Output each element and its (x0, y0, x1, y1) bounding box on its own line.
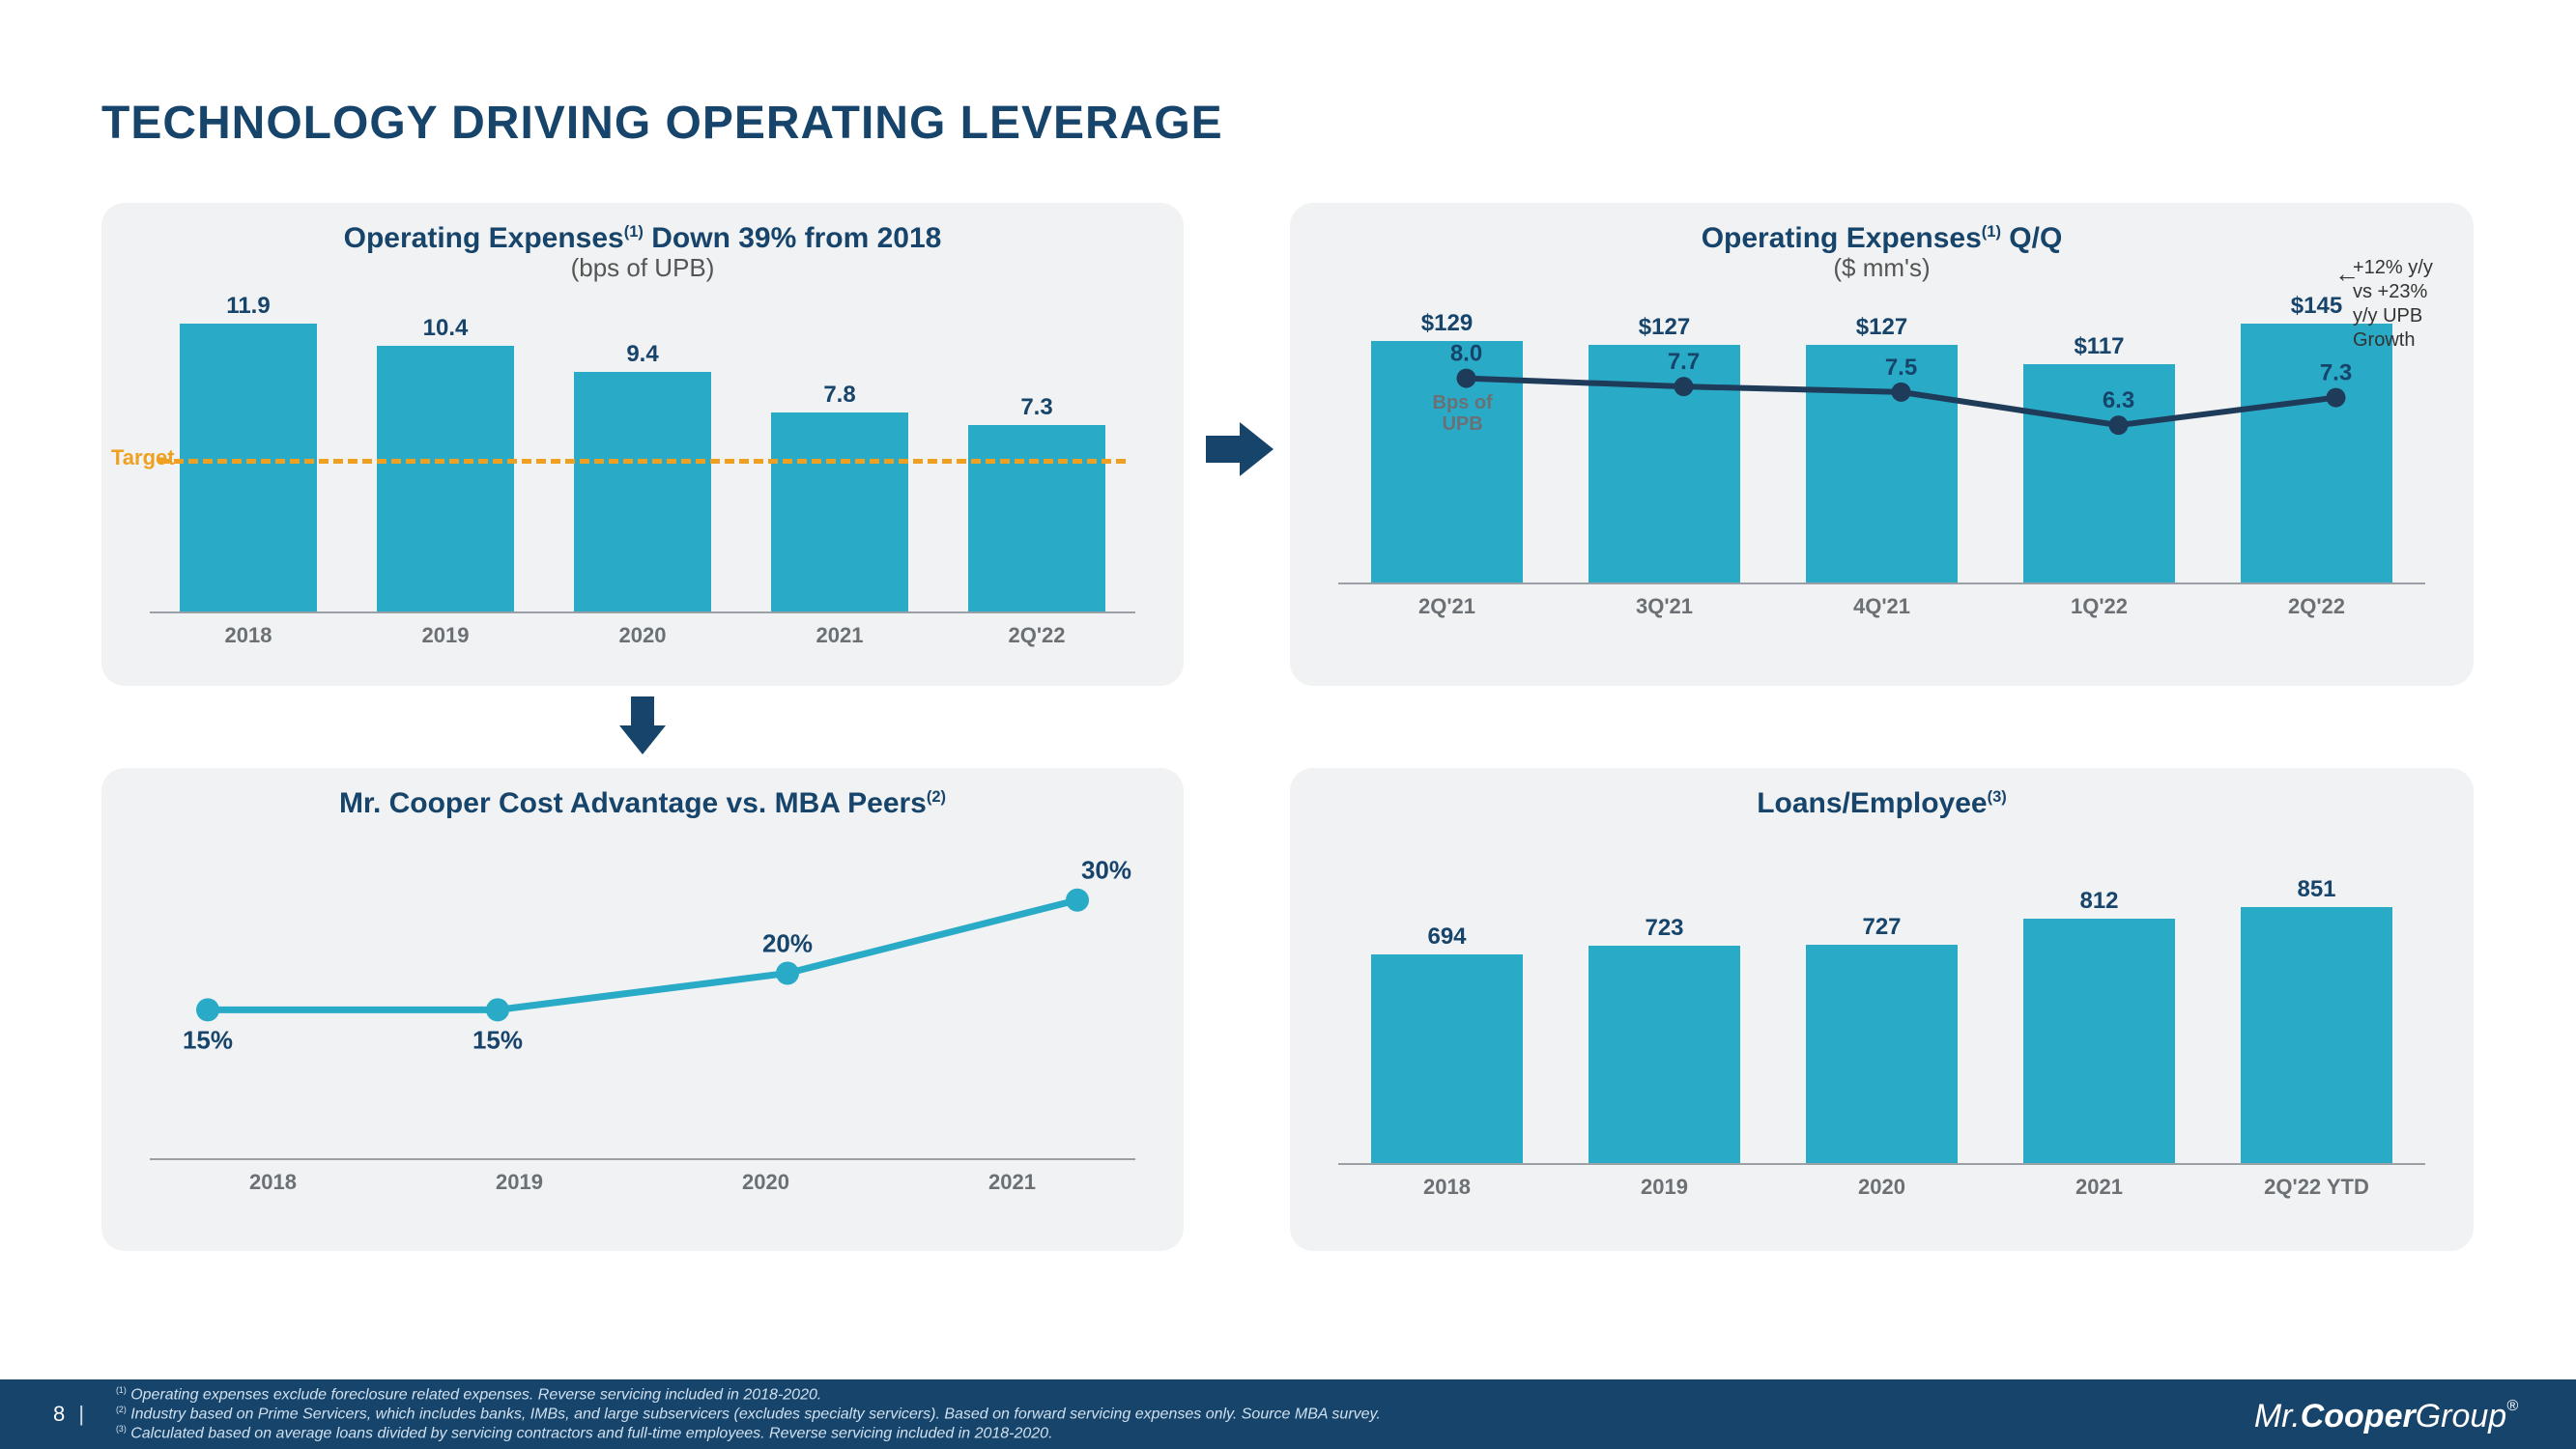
bar-col: 10.4 (347, 293, 544, 611)
chart-c-xaxis: 2018201920202021 (150, 1158, 1135, 1195)
chart-c: 15% 15% 20% 30% (130, 839, 1155, 1158)
bar-value-label: $145 (2291, 293, 2342, 320)
bar-value-label: 11.9 (226, 293, 270, 320)
xtick-label: 2018 (1338, 1175, 1556, 1200)
xtick-label: 2Q'22 (2208, 594, 2425, 619)
bar (1806, 345, 1959, 582)
panel-a-title: Operating Expenses(1) Down 39% from 2018 (130, 222, 1155, 255)
bar-value-label: 723 (1645, 915, 1683, 942)
bar (1371, 954, 1524, 1163)
bar (2241, 907, 2393, 1163)
panel-c-title: Mr. Cooper Cost Advantage vs. MBA Peers(… (130, 787, 1155, 820)
chart-b: $129 $127 $127 $117 $145 8.07.77.56.37.3… (1319, 293, 2445, 582)
bar (2023, 919, 2176, 1163)
panel-opex-bps: Operating Expenses(1) Down 39% from 2018… (101, 203, 1184, 686)
chart-a: 11.9 10.4 9.4 7.8 7.3 Target (130, 293, 1155, 611)
panel-opex-qq: Operating Expenses(1) Q/Q ($ mm's) $129 … (1290, 203, 2474, 686)
bar-col: $129 (1338, 293, 1556, 582)
xtick-label: 2019 (1556, 1175, 1773, 1200)
xtick-label: 2021 (889, 1170, 1135, 1195)
arrow-left-icon: ← (2334, 259, 2360, 289)
bar (771, 412, 909, 611)
footnote: (1) Operating expenses exclude foreclosu… (116, 1385, 1381, 1405)
xtick-label: 2020 (544, 623, 741, 648)
xtick-label: 2Q'22 (938, 623, 1135, 648)
panel-d-title: Loans/Employee(3) (1319, 787, 2445, 820)
chart-d: 694 723 727 812 851 (1319, 835, 2445, 1163)
bar-value-label: 10.4 (423, 315, 469, 342)
bar-col: 694 (1338, 835, 1556, 1163)
xtick-label: 2Q'22 YTD (2208, 1175, 2425, 1200)
chart-a-xaxis: 20182019202020212Q'22 (150, 611, 1135, 648)
target-label: Target (111, 445, 175, 470)
bar (1589, 345, 1741, 582)
svg-text:20%: 20% (762, 928, 813, 957)
footnote: (3) Calculated based on average loans di… (116, 1424, 1381, 1443)
arrow-down-icon (614, 694, 672, 757)
bar (968, 425, 1106, 611)
svg-text:15%: 15% (472, 1025, 523, 1054)
bar-col: 7.8 (741, 293, 938, 611)
bar (2241, 324, 2393, 582)
bar-col: 9.4 (544, 293, 741, 611)
bar-value-label: 7.3 (1020, 394, 1052, 421)
footnotes-bar: 8 (1) Operating expenses exclude foreclo… (0, 1379, 2576, 1449)
chart-d-xaxis: 20182019202020212Q'22 YTD (1338, 1163, 2425, 1200)
bar (180, 324, 318, 611)
panel-cost-advantage: Mr. Cooper Cost Advantage vs. MBA Peers(… (101, 768, 1184, 1251)
arrow-right-icon (1206, 415, 1274, 483)
xtick-label: 2018 (150, 1170, 396, 1195)
xtick-label: 4Q'21 (1773, 594, 1990, 619)
xtick-label: 2Q'21 (1338, 594, 1556, 619)
bps-of-upb-label: Bps ofUPB (1433, 392, 1493, 435)
bar-col: 11.9 (150, 293, 347, 611)
bar-col: 851 (2208, 835, 2425, 1163)
target-line (159, 459, 1126, 464)
bar-value-label: 812 (2079, 888, 2118, 915)
xtick-label: 2020 (1773, 1175, 1990, 1200)
bar-col: $127 (1773, 293, 1990, 582)
bar (377, 346, 515, 611)
growth-side-note: +12% y/yvs +23%y/y UPBGrowth (2353, 256, 2478, 353)
xtick-label: 2019 (396, 1170, 643, 1195)
bar-value-label: 9.4 (626, 341, 658, 368)
brand-logo: Mr.CooperGroup® (2254, 1398, 2518, 1435)
bar-value-label: 694 (1427, 923, 1466, 951)
panel-b-subtitle: ($ mm's) (1319, 253, 2445, 283)
footnote: (2) Industry based on Prime Servicers, w… (116, 1405, 1381, 1424)
xtick-label: 3Q'21 (1556, 594, 1773, 619)
bar (1589, 946, 1741, 1163)
page-number: 8 (53, 1402, 84, 1427)
bar-value-label: 7.8 (823, 382, 855, 409)
xtick-label: 2021 (741, 623, 938, 648)
svg-text:30%: 30% (1081, 856, 1131, 885)
xtick-label: 1Q'22 (1990, 594, 2208, 619)
bar-value-label: $127 (1639, 314, 1690, 341)
bar-value-label: 727 (1862, 914, 1901, 941)
bar-value-label: $127 (1856, 314, 1907, 341)
bar-value-label: 851 (2297, 876, 2335, 903)
bar-col: $127 (1556, 293, 1773, 582)
bar-value-label: $117 (2074, 333, 2124, 360)
bar-value-label: $129 (1421, 310, 1473, 337)
panel-a-subtitle: (bps of UPB) (130, 253, 1155, 283)
xtick-label: 2020 (643, 1170, 889, 1195)
xtick-label: 2019 (347, 623, 544, 648)
xtick-label: 2021 (1990, 1175, 2208, 1200)
chart-b-xaxis: 2Q'213Q'214Q'211Q'222Q'22 (1338, 582, 2425, 619)
bar-col: $117 (1990, 293, 2208, 582)
page-title: TECHNOLOGY DRIVING OPERATING LEVERAGE (101, 97, 1223, 150)
bar (1806, 945, 1959, 1163)
bar (2023, 364, 2176, 582)
bar (1371, 341, 1524, 582)
panel-b-title: Operating Expenses(1) Q/Q (1319, 222, 2445, 255)
svg-text:15%: 15% (183, 1025, 233, 1054)
bar (574, 372, 712, 611)
xtick-label: 2018 (150, 623, 347, 648)
bar-col: 723 (1556, 835, 1773, 1163)
panel-loans-employee: Loans/Employee(3) 694 723 727 812 851 20… (1290, 768, 2474, 1251)
bar-col: 812 (1990, 835, 2208, 1163)
bar-col: 7.3 (938, 293, 1135, 611)
bar-col: 727 (1773, 835, 1990, 1163)
